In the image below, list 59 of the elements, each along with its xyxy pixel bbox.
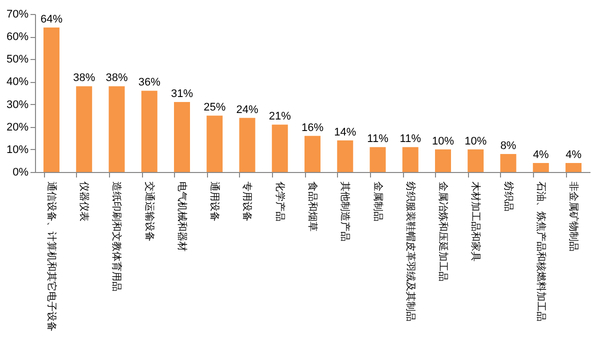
y-tick-label: 70% xyxy=(6,8,29,20)
x-tick-label: 纺织服装鞋帽皮革羽绒及其制品 xyxy=(404,182,416,322)
data-label: 10% xyxy=(432,135,454,148)
y-tick-label: 0% xyxy=(12,166,29,178)
data-label: 4% xyxy=(566,148,582,161)
x-tick-label: 专用设备 xyxy=(241,182,254,222)
data-label: 31% xyxy=(170,88,194,100)
x-tick-label: 金属制品 xyxy=(372,182,384,222)
x-tick-label: 仪器仪表 xyxy=(78,182,90,222)
data-label: 25% xyxy=(204,102,226,114)
y-tick-label: 60% xyxy=(6,31,29,44)
x-tick-label: 其他制造产品 xyxy=(339,182,352,242)
bar xyxy=(174,102,190,172)
x-tick-label: 非金属矿物制品 xyxy=(568,182,580,252)
y-tick-label: 40% xyxy=(6,76,29,88)
data-label: 11% xyxy=(367,133,389,146)
bar xyxy=(337,140,354,172)
x-tick-label: 纺织品 xyxy=(502,182,514,212)
data-label: 38% xyxy=(106,72,128,84)
x-tick-label: 石油、炼焦产品和核燃料加工品 xyxy=(534,182,547,322)
x-tick-label: 交通运输设备 xyxy=(143,182,156,242)
x-tick-label: 造纸印刷和文教体育用品 xyxy=(110,182,123,292)
bar xyxy=(304,136,320,172)
data-label: 36% xyxy=(138,76,161,89)
x-tick-label: 木材加工品和家具 xyxy=(470,182,482,262)
x-tick-label: 电气机械和器材 xyxy=(176,182,188,252)
bar xyxy=(566,162,582,172)
bar xyxy=(141,90,158,172)
data-label: 64% xyxy=(40,14,63,26)
data-label: 4% xyxy=(532,148,550,161)
bar xyxy=(402,147,418,172)
x-tick-label: 通信设备、计算机和其它电子设备 xyxy=(45,182,58,332)
bar xyxy=(468,149,484,172)
bar xyxy=(272,124,288,172)
x-tick-label: 食品和烟草 xyxy=(306,182,318,232)
bar xyxy=(435,149,452,172)
bar xyxy=(43,28,60,172)
y-tick-label: 30% xyxy=(6,98,29,111)
data-label: 38% xyxy=(73,72,96,84)
data-label: 11% xyxy=(400,133,422,146)
bar xyxy=(500,154,516,172)
bar xyxy=(206,116,223,172)
data-label: 14% xyxy=(334,126,356,138)
bar xyxy=(370,147,386,172)
data-label: 24% xyxy=(236,104,258,116)
y-tick-label: 20% xyxy=(6,121,29,134)
x-tick-label: 金属冶炼和压延加工品 xyxy=(437,182,450,282)
x-tick-label: 化学产品 xyxy=(274,182,286,222)
bar xyxy=(239,118,256,172)
y-tick-label: 10% xyxy=(6,144,29,156)
data-label: 16% xyxy=(301,122,324,134)
bar xyxy=(108,86,125,172)
bar xyxy=(76,86,92,172)
bar xyxy=(532,162,549,172)
data-label: 10% xyxy=(464,135,487,148)
data-label: 21% xyxy=(268,110,292,123)
data-label: 8% xyxy=(500,140,516,152)
y-tick-label: 50% xyxy=(6,54,29,66)
x-tick-label: 通用设备 xyxy=(208,182,221,222)
